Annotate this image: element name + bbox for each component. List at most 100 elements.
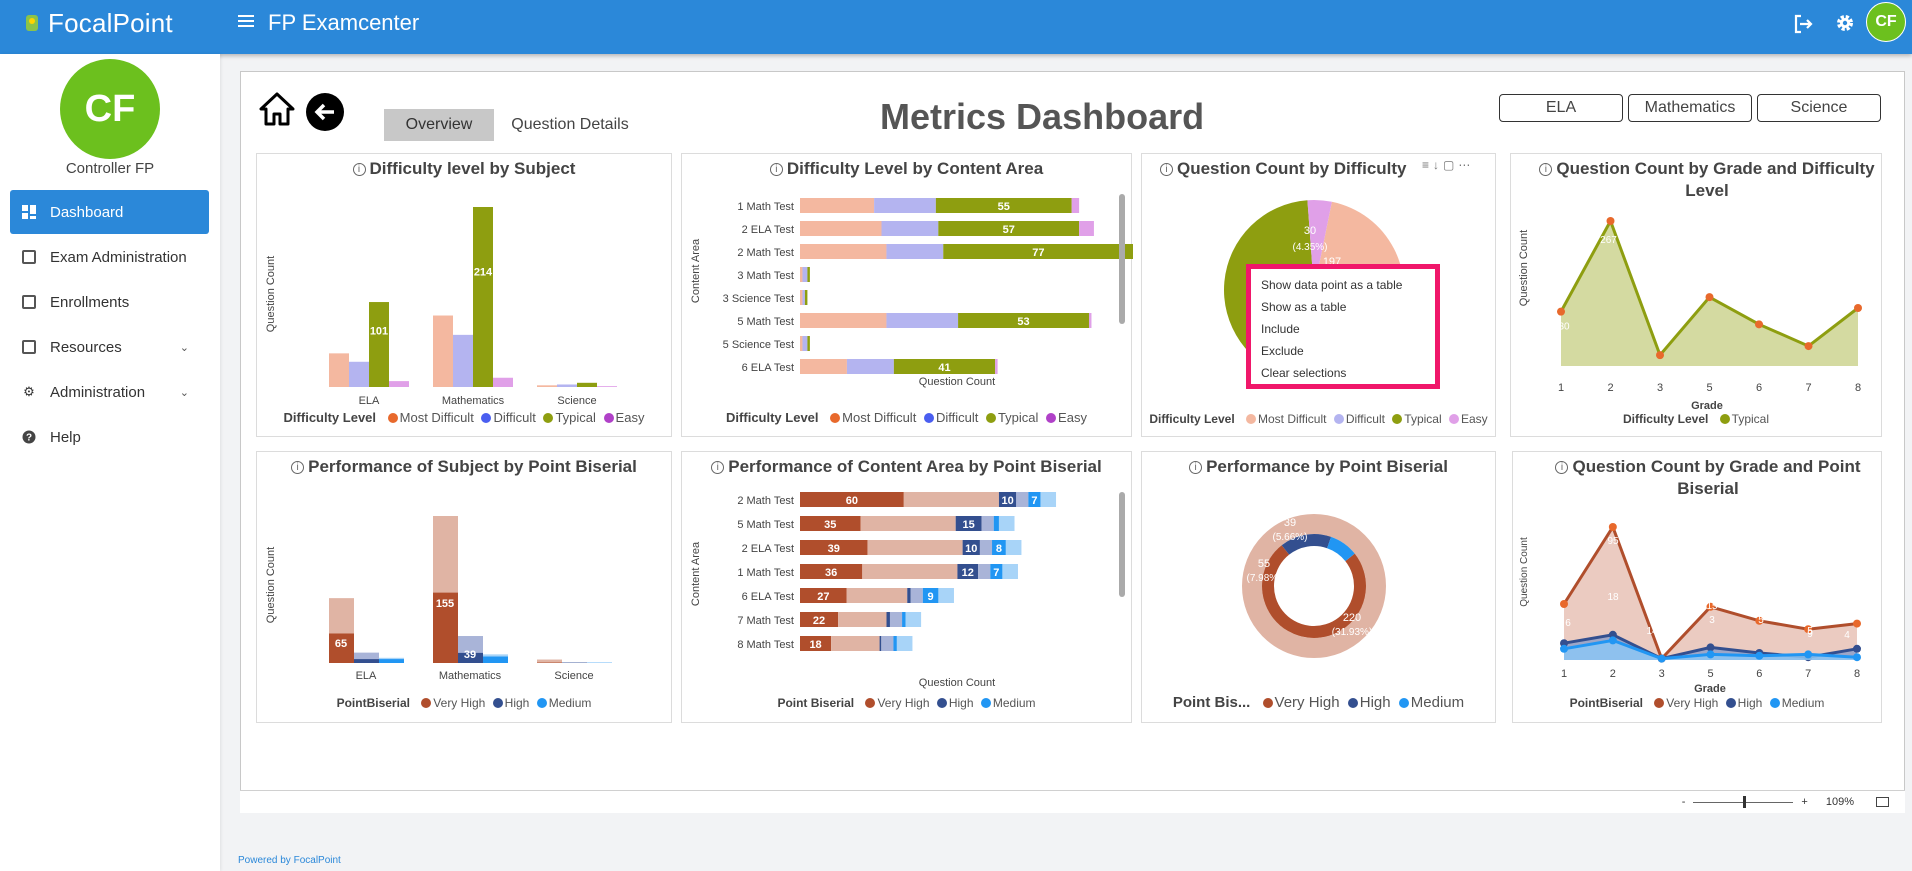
tab-question-details[interactable]: Question Details <box>511 116 629 133</box>
scrollbar[interactable] <box>1119 194 1125 324</box>
bar-segment[interactable] <box>807 336 810 351</box>
bar-segment[interactable] <box>938 588 954 603</box>
data-point[interactable] <box>1755 651 1764 660</box>
data-point[interactable] <box>1656 351 1664 360</box>
data-point[interactable] <box>1560 639 1568 648</box>
bar-segment[interactable] <box>800 516 861 531</box>
bar-segment[interactable] <box>800 612 839 627</box>
bar-segment[interactable] <box>1040 492 1057 507</box>
data-point[interactable] <box>1854 304 1862 312</box>
chart-card-difficulty-by-content-area[interactable]: i Difficulty Level by Content Area Conten… <box>681 153 1133 437</box>
brand-logo[interactable]: FocalPoint <box>26 8 173 38</box>
legend-item[interactable]: Typical <box>1719 412 1769 426</box>
donut-slice[interactable] <box>1262 545 1366 638</box>
bar-segment[interactable] <box>862 564 958 579</box>
legend-item[interactable]: Medium <box>536 696 591 710</box>
chart-card-performance-point-biserial[interactable]: i Performance by Point Biserial 220 (31.93… <box>1141 451 1496 723</box>
sidebar-item-dashboard[interactable]: Dashboard <box>10 190 209 234</box>
zoom-slider[interactable] <box>1693 795 1794 808</box>
bar-segment[interactable] <box>886 313 959 328</box>
chart-card-grade-point-biserial[interactable]: i Question Count by Grade and Point Biser… <box>1512 451 1882 723</box>
bar-total[interactable] <box>354 652 379 663</box>
bar-segment[interactable] <box>860 516 956 531</box>
back-button[interactable] <box>306 93 344 131</box>
bar-segment[interactable] <box>800 221 882 236</box>
menu-item-clear-selections[interactable]: Clear selections <box>1261 366 1347 380</box>
data-point[interactable] <box>1557 307 1565 316</box>
donut-ring-outer[interactable] <box>1242 514 1386 658</box>
chart-card-grade-difficulty[interactable]: i Question Count by Grade and Difficulty … <box>1510 153 1882 437</box>
bar-segment[interactable] <box>955 516 982 531</box>
bar-segment[interactable] <box>938 221 1080 236</box>
bar-segment[interactable] <box>804 290 808 305</box>
subject-button-mathematics[interactable]: Mathematics <box>1628 94 1752 122</box>
legend-item[interactable]: Most Difficult <box>830 410 916 425</box>
visual-header-icons[interactable]: ≡↓▢⋯ <box>1422 158 1475 172</box>
bar-segment[interactable] <box>1028 492 1041 507</box>
scrollbar[interactable] <box>1119 492 1125 597</box>
bar-total[interactable] <box>537 659 562 663</box>
bar-segment[interactable] <box>800 198 875 213</box>
bar-total[interactable] <box>562 662 587 663</box>
sidebar-item-enrollments[interactable]: Enrollments <box>10 280 209 324</box>
bar-segment[interactable] <box>800 244 887 259</box>
bar[interactable] <box>557 384 577 387</box>
bar-segment[interactable] <box>903 492 999 507</box>
tab-overview[interactable]: Overview <box>384 109 494 141</box>
legend-item[interactable]: High <box>492 696 529 710</box>
legend-item[interactable]: Very High <box>421 696 485 710</box>
bar-segment[interactable] <box>962 540 980 555</box>
bar-segment[interactable] <box>881 221 939 236</box>
menu-item-include[interactable]: Include <box>1261 322 1300 336</box>
bar-segment[interactable] <box>893 636 897 651</box>
bar-segment[interactable] <box>831 636 880 651</box>
menu-item-exclude[interactable]: Exclude <box>1261 344 1304 358</box>
bar[interactable] <box>597 386 617 387</box>
bar-segment[interactable] <box>800 540 868 555</box>
area-fill[interactable] <box>1564 527 1857 660</box>
bar-segment[interactable] <box>981 516 994 531</box>
legend-item[interactable]: Most Difficult <box>1246 412 1326 426</box>
bar[interactable] <box>354 659 379 663</box>
info-icon[interactable]: i <box>352 163 366 176</box>
data-point[interactable] <box>1706 602 1715 611</box>
sidebar-item-resources[interactable]: Resources ⌄ <box>10 325 209 369</box>
zoom-slider-thumb[interactable] <box>1743 795 1747 808</box>
hamburger-icon[interactable] <box>238 14 254 28</box>
bar-segment[interactable] <box>886 612 890 627</box>
grade-difficulty-area-chart[interactable]: Question Count 1 2 3 5 6 7 8 30 267 Grade <box>1511 184 1883 414</box>
bar[interactable] <box>369 302 389 387</box>
info-icon[interactable]: i <box>1539 163 1553 176</box>
data-point[interactable] <box>1657 654 1666 663</box>
bar[interactable] <box>329 353 349 387</box>
sidebar-item-exam-administration[interactable]: Exam Administration <box>10 235 209 279</box>
legend-item[interactable]: Typical <box>1392 412 1442 426</box>
subject-point-biserial-chart[interactable]: Question Count ELA Mathematics Science 65 155… <box>257 482 673 702</box>
info-icon[interactable]: i <box>1555 461 1569 474</box>
donut-slice[interactable] <box>1326 536 1355 562</box>
bar-segment[interactable] <box>886 244 944 259</box>
bar-segment[interactable] <box>922 588 939 603</box>
legend-item[interactable]: Difficult <box>481 410 536 425</box>
legend-item[interactable]: Easy <box>603 410 644 425</box>
bar-segment[interactable] <box>800 564 863 579</box>
bar[interactable] <box>473 207 493 387</box>
subject-button-ela[interactable]: ELA <box>1499 94 1623 122</box>
bar-segment[interactable] <box>896 636 913 651</box>
user-avatar-top[interactable]: CF <box>1866 2 1906 42</box>
bar-segment[interactable] <box>1016 492 1029 507</box>
bar-segment[interactable] <box>881 636 894 651</box>
legend-item[interactable]: Difficult <box>923 410 978 425</box>
data-point[interactable] <box>1755 616 1764 625</box>
legend-item[interactable]: Medium <box>1398 694 1464 711</box>
bar-segment[interactable] <box>1088 313 1092 328</box>
bar-segment[interactable] <box>889 612 903 627</box>
bar-segment[interactable] <box>846 588 908 603</box>
menu-item-show-as-table[interactable]: Show as a table <box>1261 300 1347 314</box>
data-point[interactable] <box>1606 217 1615 225</box>
bar[interactable] <box>433 592 458 663</box>
donut-slice[interactable] <box>1281 534 1332 555</box>
chart-card-difficulty-by-subject[interactable]: i Difficulty level by Subject Question Co… <box>256 153 672 437</box>
bar-segment[interactable] <box>800 359 847 374</box>
legend-item[interactable]: Difficult <box>1333 412 1385 426</box>
